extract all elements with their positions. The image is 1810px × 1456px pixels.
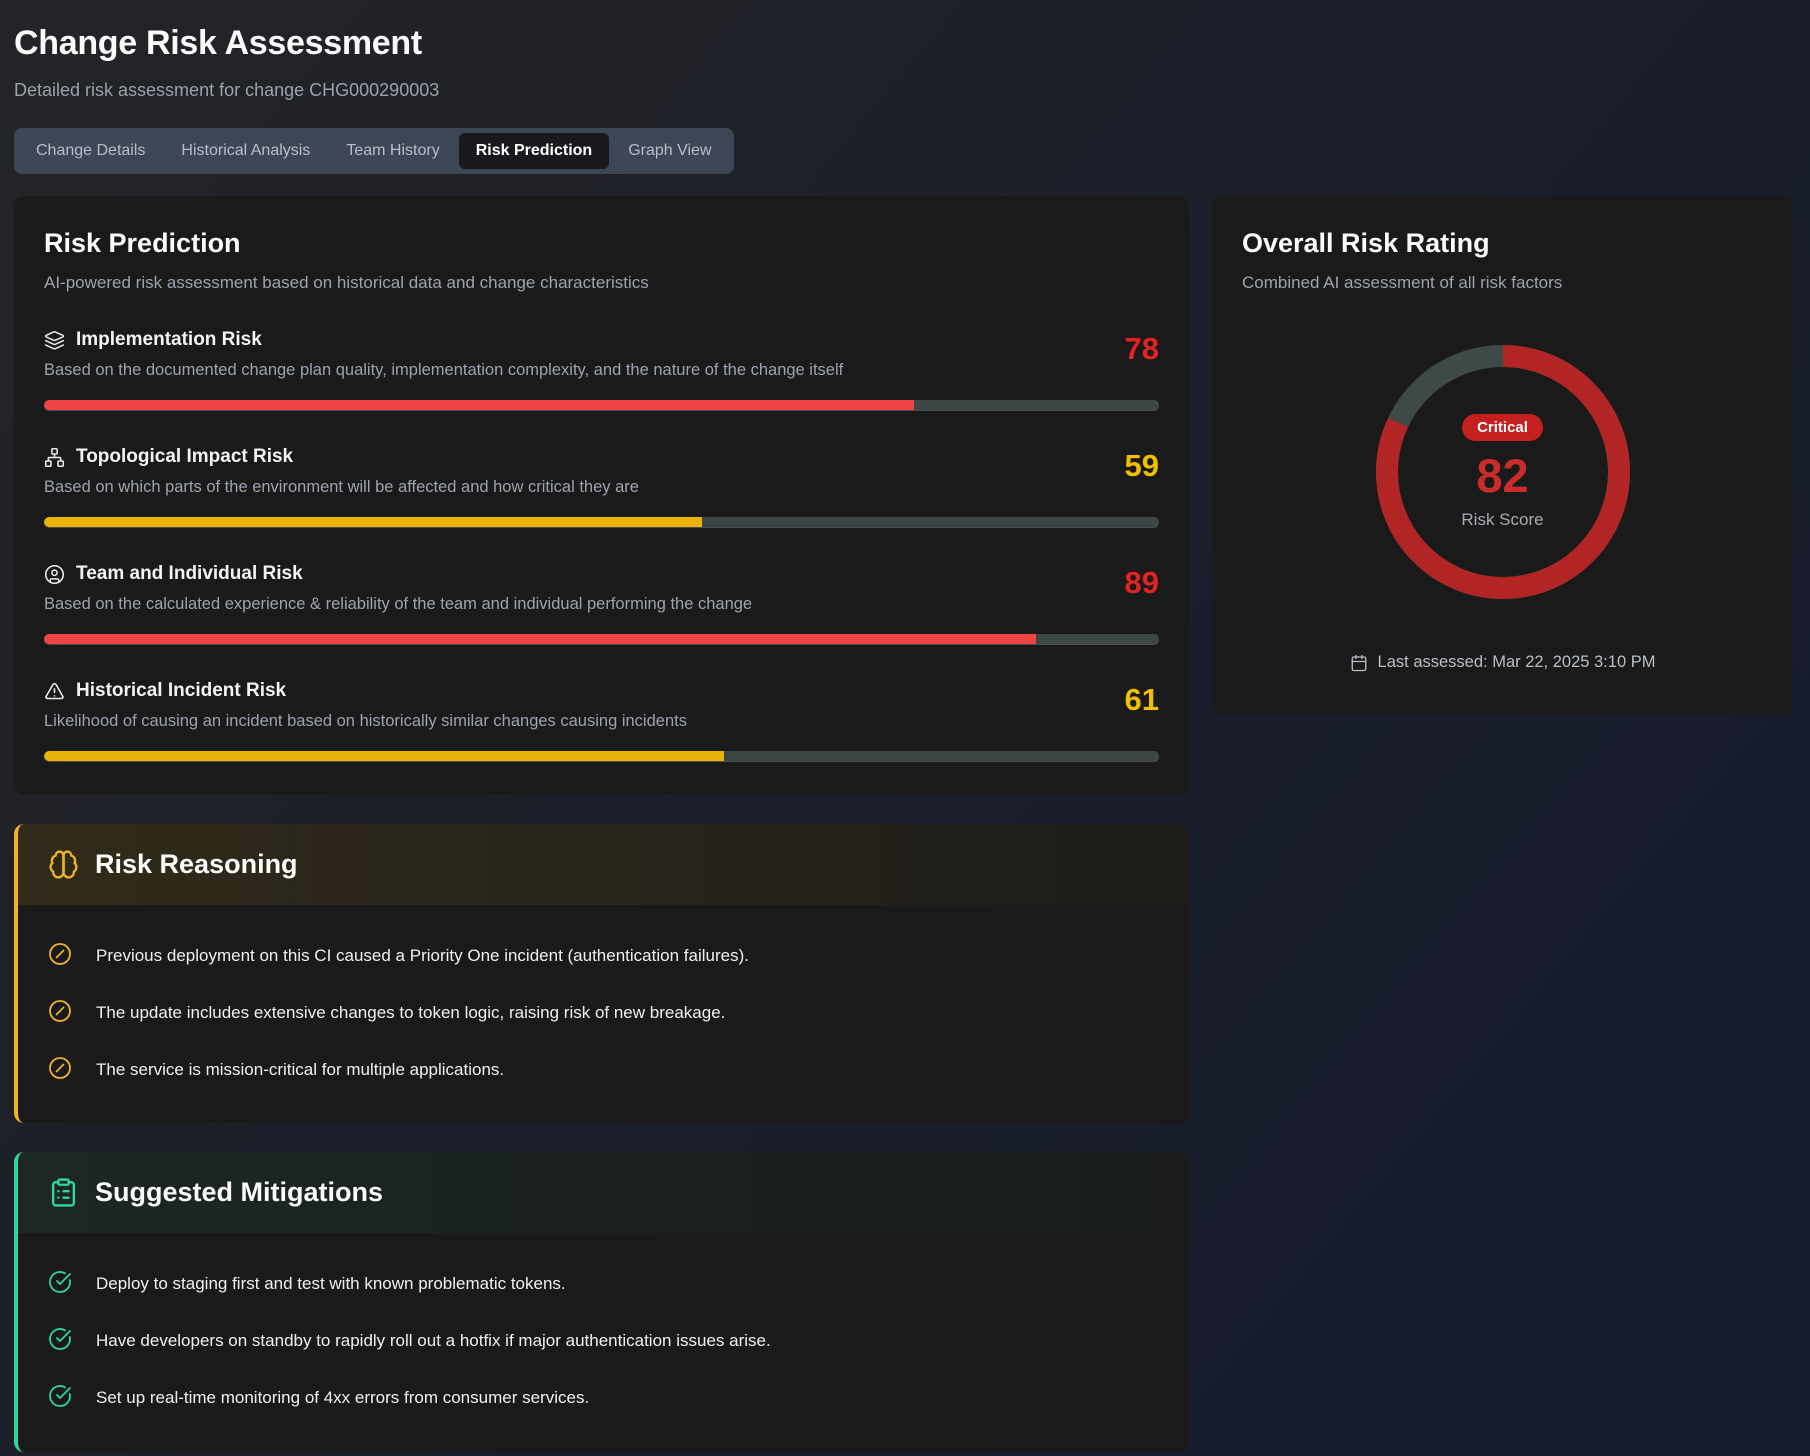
risk-factor-score: 89 <box>1124 565 1159 600</box>
last-assessed-text: Last assessed: Mar 22, 2025 3:10 PM <box>1377 653 1656 671</box>
risk-reasoning-title: Risk Reasoning <box>95 849 298 879</box>
risk-factor-label: Implementation Risk <box>76 329 262 350</box>
risk-gauge-center: Critical 82 Risk Score <box>1368 337 1638 607</box>
risk-reasoning-panel: Risk Reasoning Previous deployment on th… <box>14 824 1189 1124</box>
list-item-text: Previous deployment on this CI caused a … <box>96 946 749 965</box>
list-item: The update includes extensive changes to… <box>48 999 1159 1025</box>
risk-factor-score: 61 <box>1124 682 1159 717</box>
list-item-text: Set up real-time monitoring of 4xx error… <box>96 1387 590 1407</box>
left-column: Risk Prediction AI-powered risk assessme… <box>14 196 1189 1452</box>
tab-graph-view[interactable]: Graph View <box>611 133 728 169</box>
risk-prediction-title: Risk Prediction <box>44 228 241 258</box>
list-item: Set up real-time monitoring of 4xx error… <box>48 1384 1159 1410</box>
network-icon <box>44 447 65 468</box>
tab-change-details[interactable]: Change Details <box>19 133 162 169</box>
overall-risk-title: Overall Risk Rating <box>1242 228 1490 258</box>
overall-risk-subtitle: Combined AI assessment of all risk facto… <box>1242 273 1563 292</box>
risk-progress-bar <box>44 400 1159 410</box>
check-circle-icon <box>48 1327 72 1351</box>
risk-factor-description: Based on which parts of the environment … <box>44 478 639 496</box>
overall-risk-score: 82 <box>1476 449 1529 502</box>
list-item: The service is mission-critical for mult… <box>48 1056 1159 1082</box>
ban-icon <box>48 999 72 1023</box>
risk-prediction-subtitle: AI-powered risk assessment based on hist… <box>44 273 649 292</box>
right-column: Overall Risk Rating Combined AI assessme… <box>1212 196 1793 714</box>
risk-progress-fill <box>44 517 702 527</box>
risk-progress-fill <box>44 634 1037 644</box>
risk-prediction-panel: Risk Prediction AI-powered risk assessme… <box>14 196 1189 795</box>
ban-icon <box>48 942 72 966</box>
suggested-mitigations-list: Deploy to staging first and test with kn… <box>18 1233 1189 1451</box>
overall-risk-panel: Overall Risk Rating Combined AI assessme… <box>1212 196 1793 714</box>
risk-factor: Topological Impact Risk 59 Based on whic… <box>44 446 1159 527</box>
risk-factor: Implementation Risk 78 Based on the docu… <box>44 329 1159 410</box>
risk-factor-label: Team and Individual Risk <box>76 563 303 584</box>
risk-progress-bar <box>44 634 1159 644</box>
risk-factor-label: Historical Incident Risk <box>76 680 287 701</box>
list-item: Previous deployment on this CI caused a … <box>48 942 1159 968</box>
list-item-text: Deploy to staging first and test with kn… <box>96 1274 566 1294</box>
suggested-mitigations-panel: Suggested Mitigations Deploy to staging … <box>14 1152 1189 1452</box>
list-item: Have developers on standby to rapidly ro… <box>48 1327 1159 1353</box>
list-item-text: Have developers on standby to rapidly ro… <box>96 1331 771 1351</box>
clipboard-list-icon <box>48 1177 79 1208</box>
list-item-text: The update includes extensive changes to… <box>96 1002 726 1022</box>
tab-team-history[interactable]: Team History <box>329 133 456 169</box>
brain-icon <box>48 849 79 880</box>
page-subtitle: Detailed risk assessment for change CHG0… <box>14 80 440 100</box>
last-assessed: Last assessed: Mar 22, 2025 3:10 PM <box>1242 653 1763 672</box>
ban-icon <box>48 1056 72 1080</box>
risk-progress-bar <box>44 517 1159 527</box>
calendar-icon <box>1350 654 1368 672</box>
risk-progress-fill <box>44 751 725 761</box>
risk-factor-header: Team and Individual Risk <box>44 563 1159 585</box>
criticality-badge: Critical <box>1462 414 1543 441</box>
layers-icon <box>44 330 65 351</box>
user-circle-icon <box>44 564 65 585</box>
check-circle-icon <box>48 1270 72 1294</box>
risk-factor-list: Implementation Risk 78 Based on the docu… <box>44 329 1159 761</box>
suggested-mitigations-title: Suggested Mitigations <box>95 1177 384 1208</box>
risk-factor-description: Based on the documented change plan qual… <box>44 361 844 379</box>
risk-gauge-ring <box>1375 345 1630 599</box>
suggested-mitigations-header: Suggested Mitigations <box>18 1152 1189 1234</box>
risk-factor-header: Topological Impact Risk <box>44 446 1159 468</box>
risk-factor-score: 59 <box>1124 448 1159 483</box>
check-circle-icon <box>48 1384 72 1408</box>
risk-factor: Historical Incident Risk 61 Likelihood o… <box>44 680 1159 761</box>
risk-factor: Team and Individual Risk 89 Based on the… <box>44 563 1159 644</box>
risk-factor-label: Topological Impact Risk <box>76 446 294 467</box>
list-item: Deploy to staging first and test with kn… <box>48 1270 1159 1296</box>
risk-progress-bar <box>44 751 1159 761</box>
tab-historical-analysis[interactable]: Historical Analysis <box>164 133 327 169</box>
risk-factor-description: Likelihood of causing an incident based … <box>44 712 687 730</box>
risk-score-label: Risk Score <box>1461 510 1544 529</box>
risk-factor-header: Historical Incident Risk <box>44 680 1159 702</box>
risk-factor-score: 78 <box>1124 331 1159 366</box>
tab-risk-prediction[interactable]: Risk Prediction <box>458 133 610 169</box>
risk-factor-header: Implementation Risk <box>44 329 1159 351</box>
risk-gauge: Critical 82 Risk Score <box>1368 337 1638 607</box>
list-item-text: The service is mission-critical for mult… <box>96 1059 505 1079</box>
risk-factor-description: Based on the calculated experience & rel… <box>44 595 753 613</box>
tab-bar: Change Details Historical Analysis Team Hi… <box>14 128 734 174</box>
page-title: Change Risk Assessment <box>14 24 422 62</box>
risk-progress-fill <box>44 400 914 410</box>
content-area: Risk Prediction AI-powered risk assessme… <box>14 196 1793 1452</box>
risk-reasoning-list: Previous deployment on this CI caused a … <box>18 905 1189 1123</box>
risk-reasoning-header: Risk Reasoning <box>18 824 1189 905</box>
triangle-alert-icon <box>44 681 65 702</box>
